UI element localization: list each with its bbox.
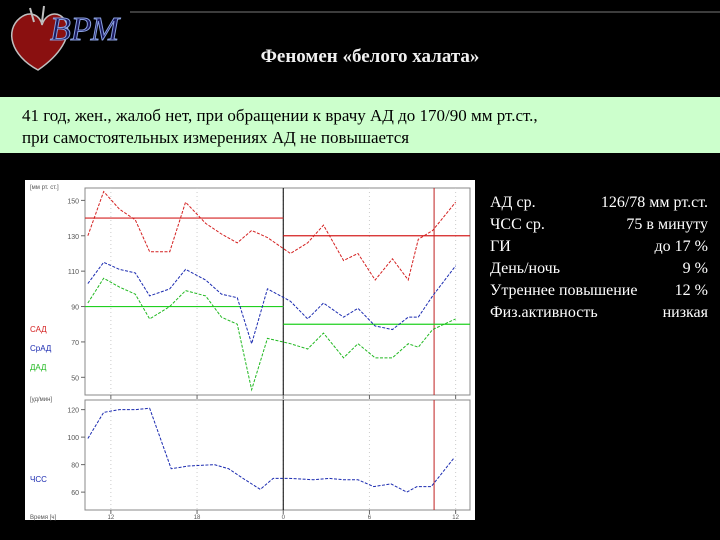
x-tick-label: 12 [108, 515, 115, 521]
y-tick-label: 80 [71, 463, 79, 470]
stats: АД ср. 126/78 мм рт.ст. ЧСС ср. 75 в минуту… [490, 194, 709, 321]
stat-label: ГИ [490, 238, 511, 255]
stat-label: ЧСС ср. [490, 216, 545, 233]
info-line: 41 год, жен., жалоб нет, при обращении к… [22, 106, 538, 125]
stat-value: низкая [663, 304, 709, 321]
plot-frame [84, 399, 471, 511]
logo-text: ВРМ [50, 11, 121, 48]
series-line [87, 407, 455, 493]
legend-label: САД [30, 325, 47, 334]
y-tick-label: 50 [71, 375, 79, 382]
y-tick-label: 110 [68, 269, 79, 276]
x-tick-label: 18 [194, 515, 201, 521]
stat-label: АД ср. [490, 194, 536, 211]
y-axis-label: [мм рт. ст.] [30, 185, 59, 191]
info-line: при самостоятельных измерениях АД не пов… [22, 128, 409, 147]
stat-value: 12 % [675, 282, 708, 299]
slide-title: Феномен «белого халата» [261, 46, 480, 67]
x-axis-label: Время [ч] [30, 515, 57, 521]
plot-frame [84, 187, 471, 396]
legend-label: ЧСС [30, 475, 47, 484]
y-tick-label: 130 [67, 234, 79, 241]
info-box [0, 97, 720, 153]
stat-value: до 17 % [655, 238, 708, 255]
y-axis-label: [уд/мин] [30, 397, 52, 403]
stat-value: 126/78 мм рт.ст. [601, 194, 708, 211]
y-tick-label: 70 [71, 340, 79, 347]
chart-panel [25, 180, 475, 520]
y-tick-label: 90 [71, 305, 79, 312]
x-tick-label: 12 [452, 515, 459, 521]
legend-label: ДАД [30, 363, 47, 372]
stat-value: 9 % [683, 260, 708, 277]
series-line [87, 277, 456, 392]
stat-label: Утреннее повышение [490, 282, 637, 299]
y-tick-label: 150 [67, 198, 79, 205]
x-tick-label: 0 [282, 515, 286, 521]
legend-label: СрАД [30, 344, 52, 353]
stat-label: День/ночь [490, 260, 560, 277]
y-tick-label: 60 [71, 490, 79, 497]
series-line [87, 190, 457, 282]
stat-label: Физ.активность [490, 304, 598, 321]
stat-value: 75 в минуту [626, 216, 708, 233]
x-tick-label: 6 [368, 515, 372, 521]
series-line [87, 261, 457, 346]
y-tick-label: 100 [67, 435, 79, 442]
logo-heart [11, 5, 69, 71]
y-tick-label: 120 [67, 408, 79, 415]
